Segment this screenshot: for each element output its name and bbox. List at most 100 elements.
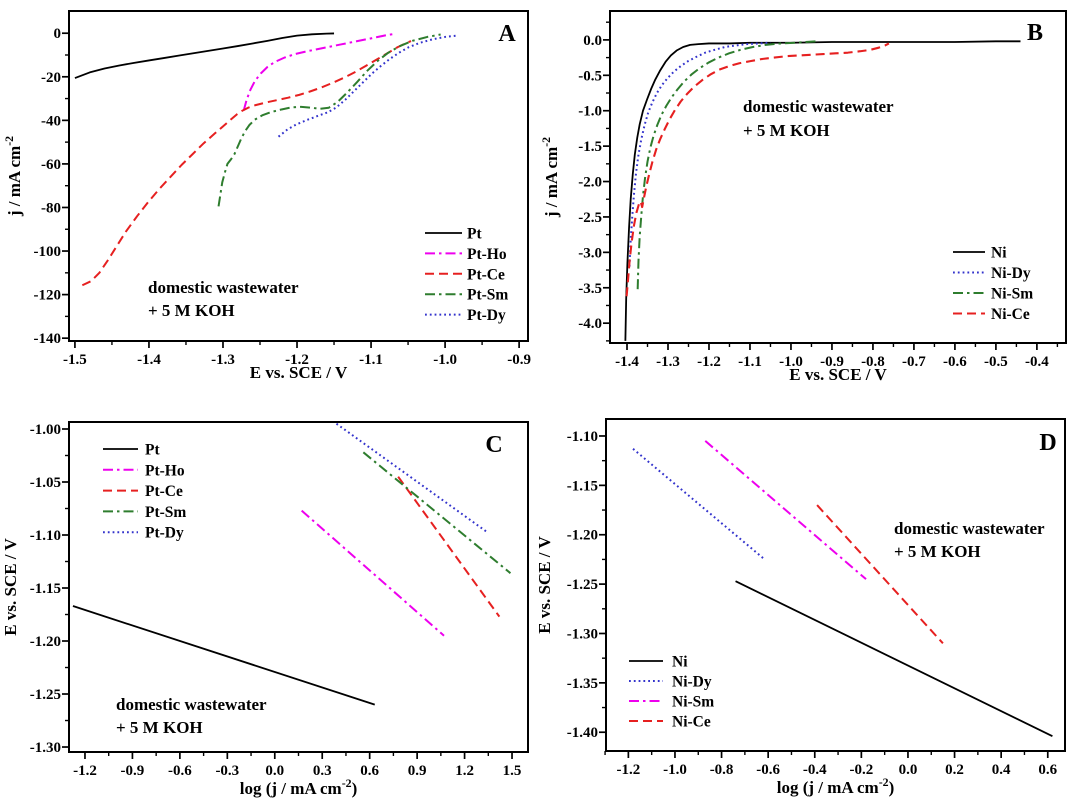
legend-label: Pt-Ce	[467, 266, 505, 283]
y-tick-label: -1.10	[567, 429, 598, 445]
x-tick-label: -1.2	[73, 763, 97, 779]
series-group-A	[74, 32, 458, 287]
y-tick-label: -2.5	[578, 210, 602, 226]
x-tick-label: -1.2	[285, 352, 309, 368]
x-axis-title: E vs. SCE / V	[789, 365, 887, 384]
electrolyte-annotation-line: domestic wastewater	[894, 519, 1045, 538]
x-tick-label: -1.1	[359, 352, 383, 368]
series-line-B-ni-ce	[625, 42, 890, 297]
series-line-B-ni-sm	[636, 40, 816, 290]
y-tick-label: -1.10	[30, 528, 61, 544]
legend-label: Pt-Ce	[145, 483, 183, 500]
x-tick-label: -1.0	[433, 352, 457, 368]
y-tick-label: 0	[54, 26, 62, 42]
x-tick-label: -0.3	[215, 763, 239, 779]
y-tick-label: -3.0	[578, 245, 602, 261]
legend-item-pt: Pt	[103, 442, 160, 459]
legend-label: Ni-Sm	[991, 286, 1033, 303]
x-tick-label: -0.8	[861, 354, 885, 370]
legend: Pt Pt-Ho Pt-Ce Pt-Sm Pt-Dy	[103, 442, 186, 542]
x-tick-label: 0.0	[265, 763, 284, 779]
x-tick-label: -1.2	[697, 354, 721, 370]
series-line-A-pt	[74, 32, 335, 79]
legend-label: Pt-Dy	[145, 525, 184, 542]
electrolyte-annotation-line: domestic wastewater	[743, 97, 894, 116]
legend-label: Pt-Sm	[145, 504, 186, 521]
panel-letter: D	[1039, 430, 1056, 456]
panel-letter: B	[1027, 20, 1043, 46]
y-tick-label: -140	[34, 331, 62, 347]
x-tick-label: -0.9	[507, 352, 531, 368]
series-line-B-ni-dy	[628, 41, 771, 267]
legend-item-ni: Ni	[953, 245, 1007, 262]
x-tick-label: -1.4	[615, 354, 639, 370]
x-tick-label: -0.9	[820, 354, 844, 370]
legend-label: Ni-Ce	[672, 714, 711, 731]
x-tick-label: 0.6	[1038, 762, 1057, 778]
y-tick-label: -1.30	[567, 626, 598, 642]
legend-item-pt-ho: Pt-Ho	[425, 246, 507, 263]
legend-label: Pt-Ho	[145, 462, 185, 479]
y-tick-label: -2.0	[578, 175, 602, 191]
legend-label: Ni	[991, 245, 1007, 262]
x-tick-label: -0.6	[943, 354, 967, 370]
legend-item-pt: Pt	[425, 226, 482, 243]
plot-border	[605, 418, 1066, 752]
legend-label: Ni-Sm	[672, 694, 714, 711]
y-tick-label: -1.0	[578, 104, 602, 120]
x-axis-ticks	[626, 343, 1059, 350]
plot-border	[609, 10, 1067, 344]
legend-item-ni-sm: Ni-Sm	[629, 694, 714, 711]
legend-label: Pt	[467, 226, 482, 243]
x-tick-label: -1.3	[656, 354, 680, 370]
series-line-A-pt-ce	[81, 40, 412, 287]
legend-item-pt-ce: Pt-Ce	[425, 266, 505, 283]
legend-label: Ni-Dy	[672, 674, 712, 691]
legend-label: Ni-Dy	[991, 265, 1031, 282]
y-tick-label: -20	[41, 70, 61, 86]
x-tick-label: -0.4	[1025, 354, 1049, 370]
x-tick-label: 0.0	[899, 762, 918, 778]
legend-item-pt-ce: Pt-Ce	[103, 483, 183, 500]
x-tick-label: -0.2	[849, 762, 873, 778]
y-axis-ticks	[599, 435, 606, 734]
series-line-D-ni-ce	[816, 504, 944, 645]
y-tick-label: 0.0	[583, 33, 602, 49]
y-tick-label: -60	[41, 157, 61, 173]
y-axis-ticks	[603, 21, 610, 342]
y-tick-label: -1.20	[567, 528, 598, 544]
legend-label: Pt-Sm	[467, 287, 508, 304]
legend-label: Pt	[145, 442, 160, 459]
x-tick-label: -1.2	[616, 762, 640, 778]
x-tick-label: -1.0	[779, 354, 803, 370]
y-axis-title: E vs. SCE / V	[536, 536, 554, 634]
y-tick-label: -1.15	[567, 478, 598, 494]
y-axis-ticks	[62, 428, 69, 748]
legend: Ni Ni-Dy Ni-Sm Ni-Ce	[629, 654, 714, 731]
x-axis-title: E vs. SCE / V	[250, 363, 348, 382]
x-axis-ticks	[604, 751, 1049, 758]
series-line-D-ni-sm	[704, 440, 867, 580]
electrolyte-annotation-line: domestic wastewater	[148, 278, 299, 297]
series-line-D-ni-dy	[632, 448, 765, 560]
series-group-D	[632, 440, 1053, 737]
panel-letter: A	[498, 21, 516, 47]
legend-item-pt-sm: Pt-Sm	[425, 287, 508, 304]
x-axis-ticks	[74, 341, 520, 348]
y-tick-label: -80	[41, 200, 61, 216]
electrolyte-annotation-line: + 5 M KOH	[116, 718, 203, 737]
series-line-D-ni	[735, 580, 1053, 737]
y-tick-label: -4.0	[578, 316, 602, 332]
legend: Pt Pt-Ho Pt-Ce Pt-Sm Pt-Dy	[425, 226, 508, 324]
plot-border	[68, 10, 529, 342]
y-tick-label: -1.35	[567, 676, 598, 692]
series-line-B-ni	[624, 40, 1021, 341]
y-axis-title: j / mA cm-2	[539, 137, 561, 218]
y-tick-label: -1.40	[567, 725, 598, 741]
x-tick-label: 1.5	[503, 763, 522, 779]
x-tick-label: 0.6	[360, 763, 379, 779]
legend-label: Pt-Dy	[467, 307, 506, 324]
y-tick-label: -1.30	[30, 740, 61, 756]
panel-letter: C	[485, 432, 502, 458]
